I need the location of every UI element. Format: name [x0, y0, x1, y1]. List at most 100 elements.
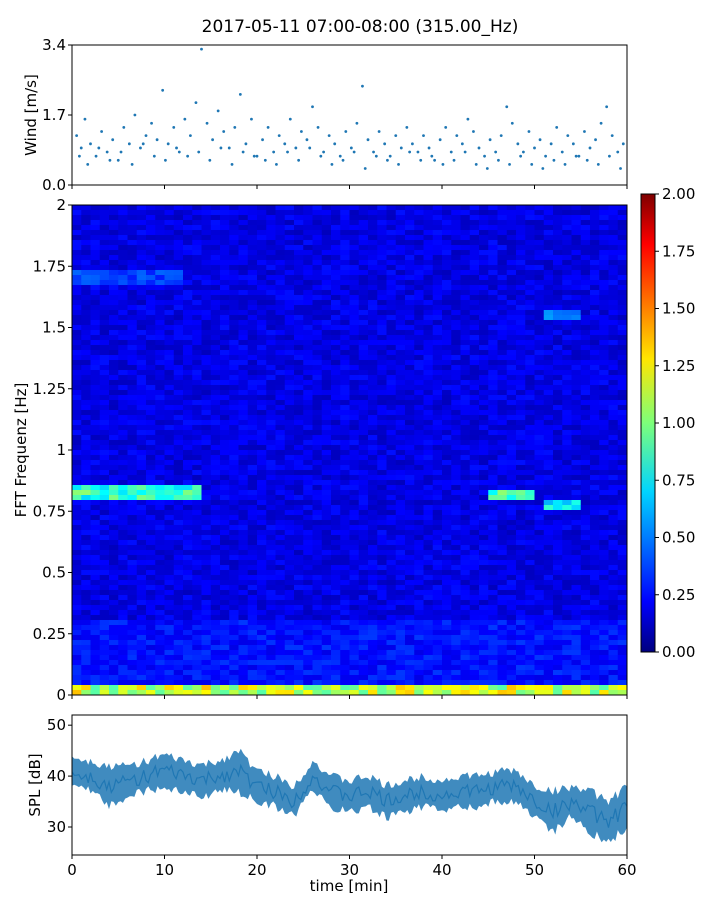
spectrogram-cell	[331, 355, 341, 361]
spectrogram-cell	[192, 520, 202, 526]
spectrogram-cell	[599, 375, 609, 381]
spectrogram-cell	[405, 265, 415, 271]
spectrogram-cell	[349, 445, 360, 451]
spectrogram-cell	[525, 295, 535, 301]
spectrogram-cell	[525, 305, 535, 311]
spectrogram-cell	[553, 410, 563, 416]
spectrogram-cell	[146, 225, 156, 231]
spectrogram-cell	[164, 555, 175, 561]
spectrogram-cell	[303, 410, 313, 416]
spectrogram-cell	[90, 490, 101, 496]
spectrogram-cell	[257, 500, 267, 506]
spectrogram-cell	[136, 365, 147, 371]
spectrogram-cell	[469, 600, 480, 606]
wind-point	[452, 158, 456, 162]
wind-point	[416, 150, 420, 154]
spectrogram-cell	[127, 230, 138, 236]
spectrogram-cell	[146, 580, 156, 586]
spectrogram-cell	[109, 420, 119, 426]
spectrogram-cell	[275, 325, 286, 331]
spectrogram-cell	[220, 365, 230, 371]
spectrogram-cell	[368, 255, 378, 261]
spectrogram-cell	[497, 295, 508, 301]
spectrogram-cell	[109, 205, 119, 211]
spectrogram-cell	[599, 435, 609, 441]
spectrogram-cell	[257, 600, 267, 606]
spectrogram-cell	[99, 595, 110, 601]
spectrogram-cell	[275, 500, 286, 506]
spectrogram-cell	[210, 245, 221, 251]
spectrogram-cell	[183, 465, 193, 471]
spectrogram-cell	[229, 365, 239, 371]
spectrogram-cell	[479, 220, 489, 226]
spectrogram-cell	[266, 250, 276, 256]
spectrogram-cell	[608, 275, 619, 281]
spectrogram-cell	[534, 405, 545, 411]
spectrogram-cell	[562, 415, 572, 421]
spectrogram-cell	[220, 550, 230, 556]
spectrogram-cell	[349, 320, 360, 326]
spectrogram-cell	[183, 475, 193, 481]
spectrogram-cell	[109, 285, 119, 291]
spectrogram-cell	[488, 215, 498, 221]
spectrogram-cell	[432, 465, 443, 471]
spectrogram-cell	[72, 300, 82, 306]
spectrogram-cell	[146, 395, 156, 401]
spectrogram-cell	[580, 245, 591, 251]
spectrogram-cell	[599, 440, 609, 446]
spectrogram-cell	[331, 455, 341, 461]
spectrogram-cell	[599, 315, 609, 321]
spectrogram-cell	[275, 490, 286, 496]
spectrogram-cell	[469, 230, 480, 236]
spectrogram-cell	[136, 395, 147, 401]
spectrogram-cell	[127, 330, 138, 336]
wind-point	[233, 125, 237, 129]
spectrogram-cell	[90, 510, 101, 516]
spectrogram-cell	[229, 510, 239, 516]
spectrogram-cell	[543, 575, 554, 581]
spectrogram-cell	[469, 545, 480, 551]
spectrogram-cell	[377, 360, 387, 366]
spectrogram-cell	[238, 220, 249, 226]
spectrogram-cell	[118, 475, 128, 481]
spectrogram-cell	[599, 465, 609, 471]
spectrogram-cell	[377, 435, 387, 441]
spectrogram-cell	[553, 600, 563, 606]
spectrogram-cell	[183, 605, 193, 611]
spectrogram-cell	[599, 220, 609, 226]
spectrogram-cell	[506, 420, 517, 426]
spectrogram-cell	[72, 350, 82, 356]
spectrogram-cell	[192, 500, 202, 506]
spectrogram-cell	[238, 365, 249, 371]
spectrogram-cell	[257, 305, 267, 311]
spectrogram-cell	[192, 260, 202, 266]
spectrogram-cell	[368, 335, 378, 341]
spectrogram-cell	[405, 205, 415, 211]
spectrogram-cell	[284, 560, 295, 566]
spectrogram-cell	[275, 495, 286, 501]
spectrogram-cell	[368, 435, 378, 441]
spectrogram-cell	[451, 235, 461, 241]
spectrogram-cell	[238, 460, 249, 466]
spectrogram-cell	[432, 285, 443, 291]
spectrogram-cell	[358, 390, 369, 396]
spectrogram-cell	[99, 305, 110, 311]
spectrogram-cell	[229, 550, 239, 556]
wind-point	[388, 154, 392, 158]
spectrogram-cell	[405, 500, 415, 506]
spectrogram-cell	[275, 265, 286, 271]
spectrogram-cell	[442, 490, 452, 496]
spectrogram-cell	[506, 210, 517, 216]
spectrogram-cell	[109, 440, 119, 446]
spectrogram-cell	[506, 425, 517, 431]
spectrogram-cell	[90, 465, 101, 471]
spectrogram-cell	[266, 300, 276, 306]
spectrogram-cell	[127, 295, 138, 301]
spectrogram-cell	[525, 220, 535, 226]
spectrogram-cell	[432, 400, 443, 406]
spectrogram-cell	[608, 490, 619, 496]
spectrogram-cell	[220, 295, 230, 301]
spectrogram-cell	[580, 590, 591, 596]
spectrogram-cell	[497, 225, 508, 231]
spectrogram-cell	[284, 270, 295, 276]
